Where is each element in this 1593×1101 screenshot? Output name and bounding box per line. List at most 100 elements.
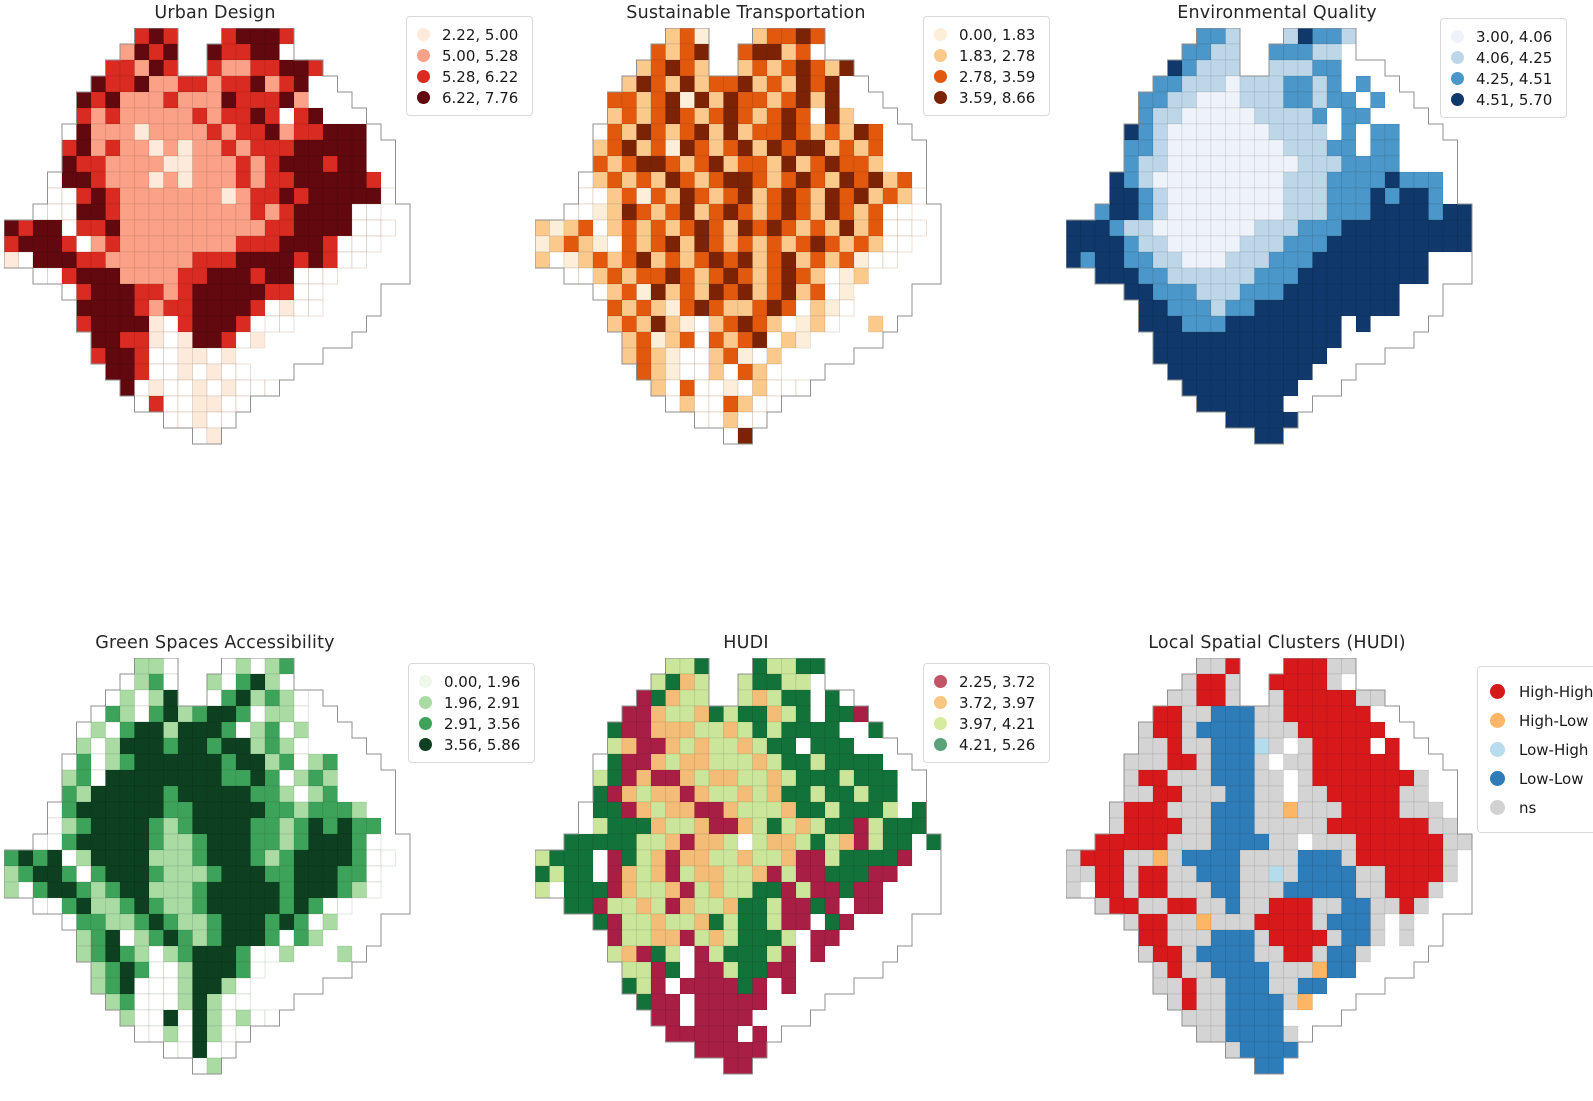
local-spatial-clusters-legend: High-High High-Low Low-High Low-Low ns [1477,666,1593,833]
legend-label: 2.25, 3.72 [959,672,1036,691]
legend-label: Low-High [1519,740,1589,759]
legend-item: 4.06, 4.25 [1451,47,1552,68]
legend-swatch-icon [934,49,947,62]
legend-label: 4.51, 5.70 [1476,90,1553,109]
legend-item: 3.59, 8.66 [934,87,1035,108]
legend-swatch-icon [417,70,430,83]
green-spaces-accessibility-map [4,658,411,1075]
legend-label: 3.00, 4.06 [1476,27,1553,46]
legend-label: 1.83, 2.78 [959,46,1036,65]
legend-item: 0.00, 1.96 [419,671,520,692]
legend-swatch-icon [934,28,947,41]
city-boundary [535,658,942,1075]
panel-hudi: HUDI 2.25, 3.72 3.72, 3.97 3.97, 4.21 4.21,… [531,630,1062,1101]
legend-label: 3.97, 4.21 [959,714,1036,733]
legend-item: 2.22, 5.00 [417,24,518,45]
legend-swatch-icon [1451,72,1464,85]
legend-swatch-icon [1490,800,1505,815]
local-spatial-clusters-map [1066,658,1473,1075]
panel-urban-design: Urban Design 2.22, 5.00 5.00, 5.28 5.28, 6… [0,0,534,630]
environmental-quality-legend: 3.00, 4.06 4.06, 4.25 4.25, 4.51 4.51, 5.70 [1440,18,1568,118]
legend-swatch-icon [1451,93,1464,106]
legend-item: 5.28, 6.22 [417,66,518,87]
legend-item: 3.97, 4.21 [934,713,1035,734]
legend-item: 3.72, 3.97 [934,692,1035,713]
legend-item: Low-High [1490,735,1593,764]
legend-swatch-icon [1490,713,1505,728]
legend-swatch-icon [419,696,432,709]
environmental-quality-map [1066,28,1473,445]
legend-label: 4.21, 5.26 [959,735,1036,754]
city-boundary [1066,658,1473,1075]
city-boundary [4,658,411,1075]
panel-title: Local Spatial Clusters (HUDI) [1148,633,1406,653]
city-boundary [535,28,942,445]
urban-design-legend: 2.22, 5.00 5.00, 5.28 5.28, 6.22 6.22, 7.76 [406,16,534,116]
legend-label: 2.22, 5.00 [442,25,519,44]
legend-item: 1.83, 2.78 [934,45,1035,66]
legend-item: 4.21, 5.26 [934,734,1035,755]
legend-item: High-High [1490,677,1593,706]
legend-label: 3.56, 5.86 [444,735,521,754]
legend-label: High-High [1519,682,1593,701]
legend-swatch-icon [417,91,430,104]
legend-swatch-icon [1490,684,1505,699]
legend-swatch-icon [419,738,432,751]
legend-item: 5.00, 5.28 [417,45,518,66]
legend-item: 3.56, 5.86 [419,734,520,755]
panel-environmental-quality: Environmental Quality 3.00, 4.06 4.06, 4.… [1062,0,1593,630]
legend-swatch-icon [417,28,430,41]
hudi-legend: 2.25, 3.72 3.72, 3.97 3.97, 4.21 4.21, 5.26 [923,663,1051,763]
sustainable-transportation-legend: 0.00, 1.83 1.83, 2.78 2.78, 3.59 3.59, 8.66 [923,16,1051,116]
hudi-map [535,658,942,1075]
panel-title: Green Spaces Accessibility [95,633,335,653]
legend-label: 0.00, 1.83 [959,25,1036,44]
legend-swatch-icon [934,738,947,751]
legend-label: 5.00, 5.28 [442,46,519,65]
green-spaces-accessibility-legend: 0.00, 1.96 1.96, 2.91 2.91, 3.56 3.56, 5.86 [408,663,536,763]
legend-swatch-icon [934,696,947,709]
legend-label: 4.25, 4.51 [1476,69,1553,88]
legend-item: 4.51, 5.70 [1451,89,1552,110]
legend-swatch-icon [934,91,947,104]
legend-label: 0.00, 1.96 [444,672,521,691]
legend-swatch-icon [934,675,947,688]
panel-local-spatial-clusters: Local Spatial Clusters (HUDI) High-High H… [1062,630,1593,1101]
city-boundary [1066,28,1473,445]
legend-item: 3.00, 4.06 [1451,26,1552,47]
legend-label: 1.96, 2.91 [444,693,521,712]
legend-label: 6.22, 7.76 [442,88,519,107]
legend-item: 0.00, 1.83 [934,24,1035,45]
urban-design-map [4,28,411,445]
legend-label: 3.72, 3.97 [959,693,1036,712]
legend-label: ns [1519,798,1537,817]
legend-label: Low-Low [1519,769,1584,788]
legend-item: 4.25, 4.51 [1451,68,1552,89]
legend-item: 6.22, 7.76 [417,87,518,108]
legend-item: 2.25, 3.72 [934,671,1035,692]
legend-swatch-icon [1490,742,1505,757]
panel-green-spaces-accessibility: Green Spaces Accessibility 0.00, 1.96 1.9… [0,630,536,1101]
legend-label: 2.78, 3.59 [959,67,1036,86]
legend-item: High-Low [1490,706,1593,735]
legend-swatch-icon [1451,30,1464,43]
panel-title: HUDI [723,633,769,653]
city-boundary [4,28,411,445]
panel-title: Urban Design [154,3,276,23]
legend-swatch-icon [934,70,947,83]
legend-swatch-icon [1490,771,1505,786]
legend-label: 2.91, 3.56 [444,714,521,733]
legend-item: 2.78, 3.59 [934,66,1035,87]
legend-label: 3.59, 8.66 [959,88,1036,107]
panel-title: Sustainable Transportation [626,3,866,23]
legend-label: 5.28, 6.22 [442,67,519,86]
legend-swatch-icon [419,675,432,688]
legend-item: ns [1490,793,1593,822]
legend-swatch-icon [419,717,432,730]
legend-item: 2.91, 3.56 [419,713,520,734]
legend-swatch-icon [417,49,430,62]
legend-item: 1.96, 2.91 [419,692,520,713]
sustainable-transportation-map [535,28,942,445]
legend-swatch-icon [1451,51,1464,64]
